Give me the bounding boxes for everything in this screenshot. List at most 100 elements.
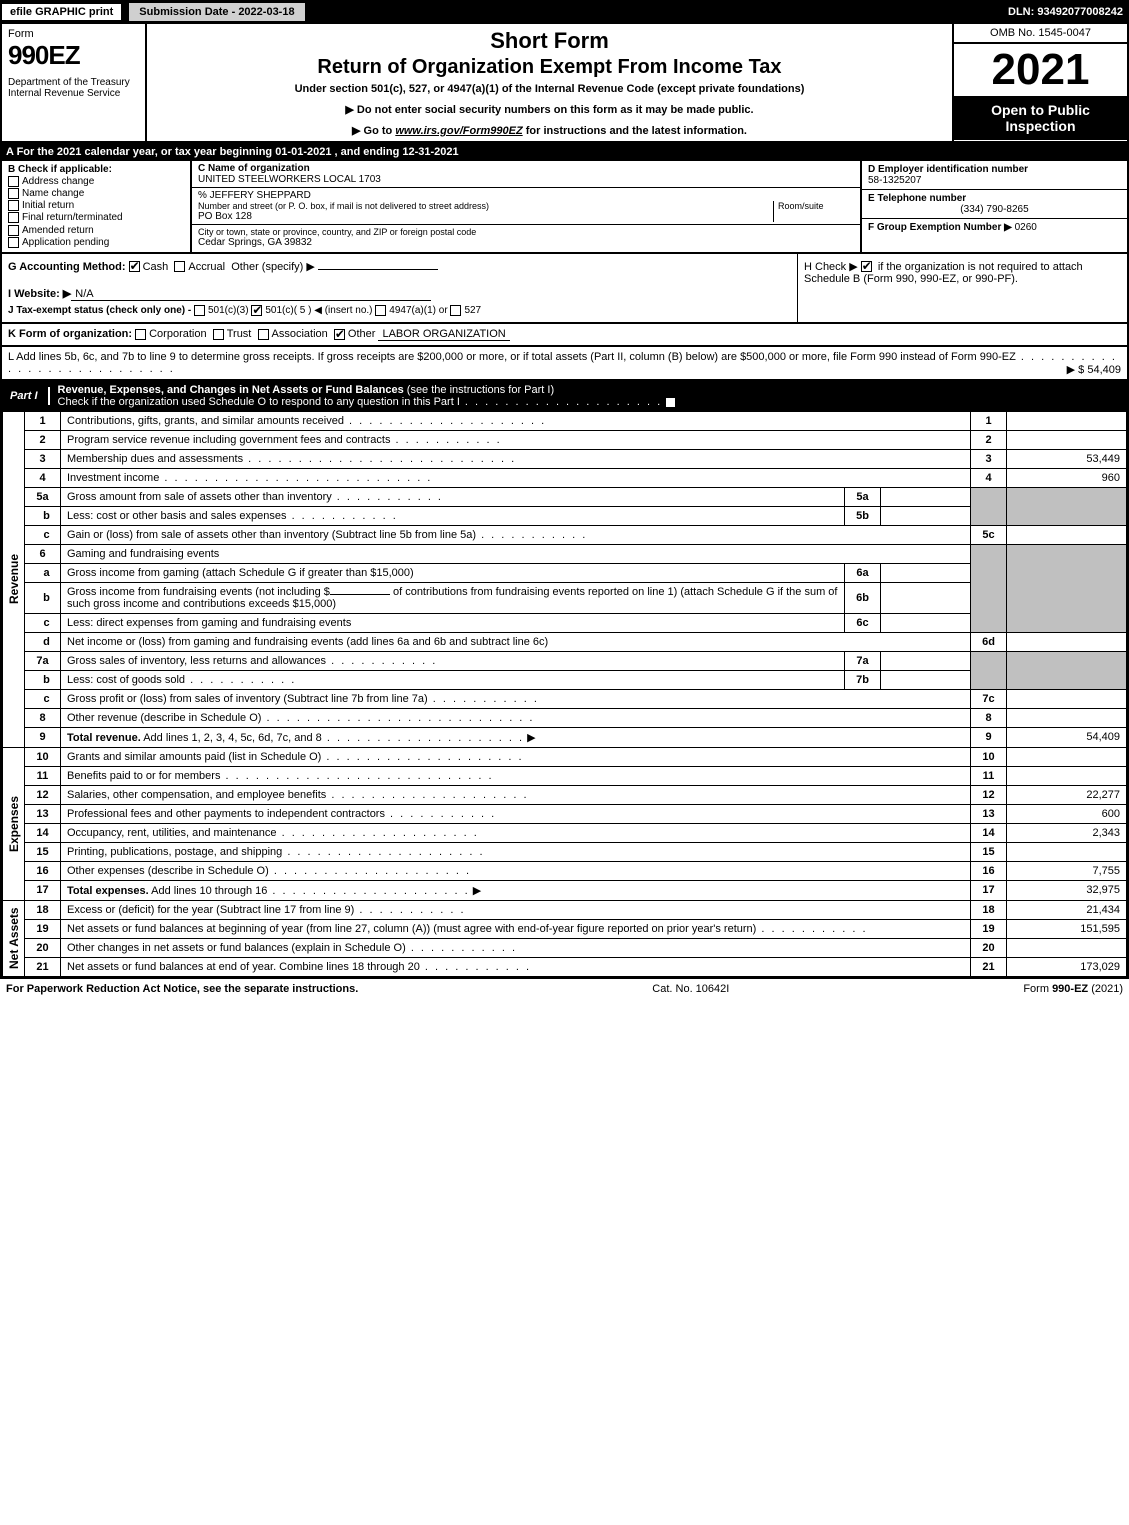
line-k: K Form of organization: Corporation Trus… [0, 324, 1129, 347]
row-17-desc: Total expenses. Add lines 10 through 16 … [61, 880, 971, 900]
check-association[interactable] [258, 329, 269, 340]
room-suite-label: Room/suite [774, 201, 854, 222]
check-application-pending[interactable]: Application pending [8, 237, 184, 248]
row-7a-subval [881, 651, 971, 670]
omb-number: OMB No. 1545-0047 [954, 24, 1127, 44]
check-name-change[interactable]: Name change [8, 188, 184, 199]
check-4947[interactable] [375, 305, 386, 316]
row-8-desc: Other revenue (describe in Schedule O) [61, 708, 971, 727]
check-501c3[interactable] [194, 305, 205, 316]
part1-header: Part I Revenue, Expenses, and Changes in… [0, 381, 1129, 411]
row-6d-no: d [25, 632, 61, 651]
check-final-return[interactable]: Final return/terminated [8, 212, 184, 223]
efile-print-button[interactable]: efile GRAPHIC print [0, 2, 123, 22]
row-21-no: 21 [25, 957, 61, 976]
check-other-org[interactable] [334, 329, 345, 340]
check-schedule-b[interactable] [861, 261, 872, 272]
row-13-no: 13 [25, 804, 61, 823]
row-6a-desc: Gross income from gaming (attach Schedul… [61, 563, 845, 582]
row-14-desc: Occupancy, rent, utilities, and maintena… [61, 823, 971, 842]
row-5a-desc: Gross amount from sale of assets other t… [61, 487, 845, 506]
row-10-num: 10 [971, 747, 1007, 766]
row-2-desc: Program service revenue including govern… [61, 430, 971, 449]
row-10-no: 10 [25, 747, 61, 766]
check-501c[interactable] [251, 305, 262, 316]
row-21-num: 21 [971, 957, 1007, 976]
row-6abc-shaded-amt [1007, 544, 1127, 632]
row-9-no: 9 [25, 727, 61, 747]
row-7a-no: 7a [25, 651, 61, 670]
form-header: Form 990EZ Department of the Treasury In… [0, 24, 1129, 143]
row-1-num: 1 [971, 411, 1007, 430]
row-13-amt: 600 [1007, 804, 1127, 823]
org-name-label: C Name of organization [198, 163, 854, 174]
row-12-no: 12 [25, 785, 61, 804]
tel-row: E Telephone number (334) 790-8265 [862, 190, 1127, 219]
col-d: D Employer identification number 58-1325… [862, 161, 1127, 252]
row-16-amt: 7,755 [1007, 861, 1127, 880]
expenses-label: Expenses [3, 747, 25, 900]
row-6c-subval [881, 613, 971, 632]
check-corporation[interactable] [135, 329, 146, 340]
part1-title: Revenue, Expenses, and Changes in Net As… [50, 381, 688, 411]
row-6abc-shaded [971, 544, 1007, 632]
header-mid: Short Form Return of Organization Exempt… [147, 24, 952, 141]
check-accrual[interactable] [174, 261, 185, 272]
row-6b-subval [881, 582, 971, 613]
tel-value: (334) 790-8265 [868, 204, 1121, 215]
row-12-amt: 22,277 [1007, 785, 1127, 804]
row-13-num: 13 [971, 804, 1007, 823]
row-18-desc: Excess or (deficit) for the year (Subtra… [61, 900, 971, 919]
check-cash[interactable] [129, 261, 140, 272]
street-address: PO Box 128 [198, 211, 769, 222]
row-16-no: 16 [25, 861, 61, 880]
row-14-amt: 2,343 [1007, 823, 1127, 842]
row-3-num: 3 [971, 449, 1007, 468]
row-17-num: 17 [971, 880, 1007, 900]
row-6d-desc: Net income or (loss) from gaming and fun… [61, 632, 971, 651]
row-15-amt [1007, 842, 1127, 861]
row-14-no: 14 [25, 823, 61, 842]
open-to-public: Open to Public Inspection [954, 96, 1127, 140]
row-7c-amt [1007, 689, 1127, 708]
row-5b-desc: Less: cost or other basis and sales expe… [61, 506, 845, 525]
city-state-zip: Cedar Springs, GA 39832 [198, 237, 854, 248]
row-15-num: 15 [971, 842, 1007, 861]
check-527[interactable] [450, 305, 461, 316]
row-7c-num: 7c [971, 689, 1007, 708]
row-7b-desc: Less: cost of goods sold [61, 670, 845, 689]
check-amended-return[interactable]: Amended return [8, 225, 184, 236]
row-1-no: 1 [25, 411, 61, 430]
row-3-no: 3 [25, 449, 61, 468]
row-6d-amt [1007, 632, 1127, 651]
row-4-desc: Investment income [61, 468, 971, 487]
line-i: I Website: ▶N/A [8, 287, 791, 301]
check-trust[interactable] [213, 329, 224, 340]
row-21-desc: Net assets or fund balances at end of ye… [61, 957, 971, 976]
row-5b-subval [881, 506, 971, 525]
col-b: B Check if applicable: Address change Na… [2, 161, 192, 252]
row-20-no: 20 [25, 938, 61, 957]
row-2-no: 2 [25, 430, 61, 449]
row-15-desc: Printing, publications, postage, and shi… [61, 842, 971, 861]
check-address-change[interactable]: Address change [8, 176, 184, 187]
row-7a-desc: Gross sales of inventory, less returns a… [61, 651, 845, 670]
row-2-num: 2 [971, 430, 1007, 449]
instruction-ssn: ▶ Do not enter social security numbers o… [155, 103, 944, 116]
other-org-value: LABOR ORGANIZATION [378, 328, 509, 341]
row-18-num: 18 [971, 900, 1007, 919]
irs-link[interactable]: www.irs.gov/Form990EZ [395, 125, 522, 137]
check-initial-return[interactable]: Initial return [8, 200, 184, 211]
footer-mid: Cat. No. 10642I [652, 983, 729, 995]
row-4-no: 4 [25, 468, 61, 487]
row-6-desc: Gaming and fundraising events [61, 544, 971, 563]
dln-number: DLN: 93492077008242 [1008, 6, 1129, 18]
footer-left: For Paperwork Reduction Act Notice, see … [6, 983, 358, 995]
tel-label: E Telephone number [868, 193, 1121, 204]
group-row: F Group Exemption Number ▶ 0260 [862, 219, 1127, 236]
row-20-desc: Other changes in net assets or fund bala… [61, 938, 971, 957]
check-schedule-o[interactable] [665, 397, 676, 408]
header-left: Form 990EZ Department of the Treasury In… [2, 24, 147, 141]
line-l-amount: ▶ $ 54,409 [1067, 363, 1121, 376]
page-footer: For Paperwork Reduction Act Notice, see … [0, 979, 1129, 999]
